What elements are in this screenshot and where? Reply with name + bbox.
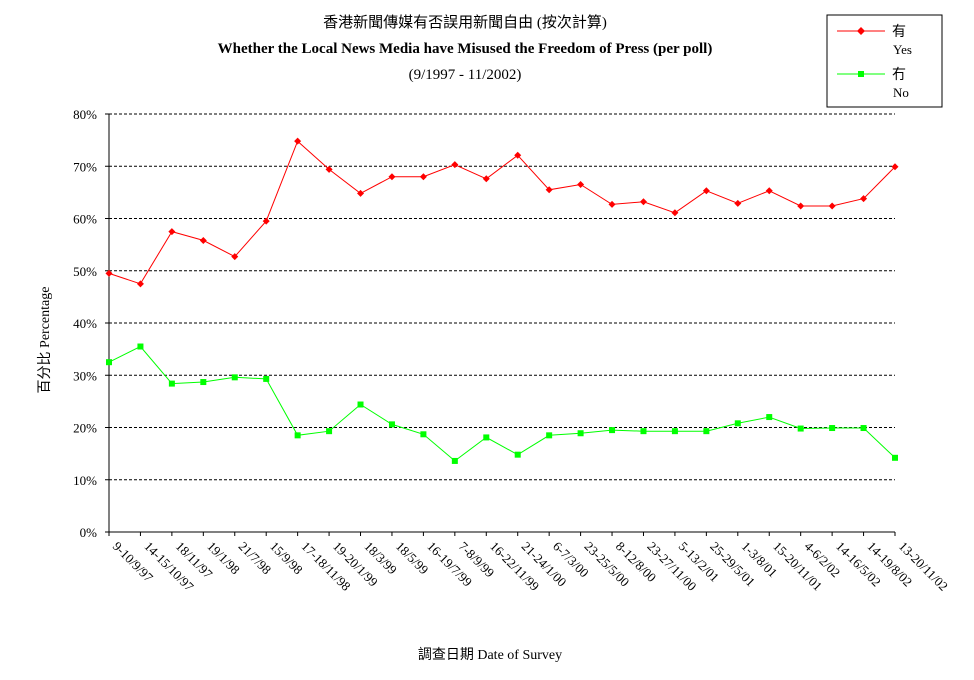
legend-yes-marker — [857, 27, 865, 35]
data-point-yes — [608, 200, 616, 208]
data-point-yes — [797, 202, 805, 210]
data-point-no — [483, 434, 490, 441]
data-point-no — [577, 430, 584, 437]
x-tick-label: 21/7/98 — [236, 539, 275, 578]
data-point-yes — [168, 228, 176, 236]
data-point-yes — [105, 269, 113, 277]
data-point-yes — [482, 175, 490, 183]
data-point-no — [420, 431, 427, 438]
y-tick-label: 70% — [73, 159, 97, 174]
data-point-yes — [734, 199, 742, 207]
data-point-yes — [325, 165, 333, 173]
data-point-yes — [231, 253, 239, 261]
data-point-yes — [451, 161, 459, 169]
data-point-no — [137, 343, 144, 350]
data-point-no — [294, 432, 301, 439]
data-point-no — [200, 379, 207, 386]
data-point-no — [734, 420, 741, 427]
x-tick-label: 18/5/99 — [393, 539, 432, 578]
data-point-yes — [577, 181, 585, 189]
y-axis-label: 百分比 Percentage — [37, 287, 53, 394]
series-lines — [105, 137, 899, 464]
y-tick-label: 60% — [73, 212, 97, 227]
data-point-no — [546, 432, 553, 439]
data-point-yes — [765, 187, 773, 195]
data-point-no — [671, 428, 678, 435]
y-tick-label: 0% — [80, 525, 98, 540]
data-point-yes — [262, 217, 270, 225]
axes — [105, 113, 896, 536]
data-point-no — [892, 454, 898, 461]
legend-no-label: 冇 — [892, 67, 906, 83]
y-tick-label: 10% — [73, 473, 97, 488]
data-point-yes — [639, 198, 647, 206]
data-point-no — [451, 457, 458, 464]
legend-no-marker — [858, 71, 864, 77]
data-point-yes — [828, 202, 836, 210]
data-point-no — [860, 425, 867, 432]
x-axis-label: 調查日期 Date of Survey — [418, 647, 562, 663]
legend: 有 Yes 冇 No — [826, 14, 943, 108]
y-tick-label: 50% — [73, 264, 97, 279]
data-point-yes — [860, 195, 868, 203]
data-point-yes — [199, 236, 207, 244]
chart-date-range: (9/1997 - 11/2002) — [409, 67, 522, 83]
x-tick-labels: 9-10/9/9714-15/10/9718/11/9719/1/9821/7/… — [110, 539, 951, 595]
gridlines — [109, 113, 895, 481]
data-point-no — [106, 359, 112, 366]
data-point-no — [797, 425, 804, 432]
data-point-no — [388, 421, 395, 428]
data-point-no — [263, 375, 270, 382]
chart-title: 香港新聞傳媒有否誤用新聞自由 (按次計算) — [323, 13, 607, 31]
data-point-no — [766, 414, 773, 421]
data-point-yes — [388, 173, 396, 181]
data-point-no — [640, 428, 647, 435]
y-tick-label: 40% — [73, 316, 97, 331]
legend-no-label-en: No — [893, 85, 909, 100]
y-tick-label: 20% — [73, 421, 97, 436]
legend-yes-label-en: Yes — [893, 42, 912, 57]
data-point-yes — [136, 280, 144, 288]
data-point-yes — [671, 209, 679, 217]
series-line-yes — [108, 140, 896, 285]
data-point-no — [829, 425, 836, 432]
legend-yes-label: 有 — [892, 24, 906, 40]
data-point-yes — [891, 163, 899, 171]
data-point-no — [609, 427, 616, 434]
y-tick-label: 80% — [73, 107, 97, 122]
legend-box — [826, 14, 943, 108]
data-point-yes — [419, 173, 427, 181]
y-tick-labels: 0% 10% 20% 30% 40% 50% 60% 70% 80% — [73, 107, 97, 540]
data-point-yes — [514, 151, 522, 159]
data-point-no — [326, 428, 333, 435]
data-point-no — [168, 380, 175, 387]
series-line-no — [108, 345, 896, 462]
data-point-yes — [357, 189, 365, 197]
x-tick-label: 15/9/98 — [267, 539, 306, 578]
data-point-no — [703, 428, 710, 435]
data-point-yes — [545, 186, 553, 194]
data-point-yes — [294, 137, 302, 145]
data-point-no — [231, 374, 238, 381]
data-point-yes — [702, 187, 710, 195]
y-tick-label: 30% — [73, 368, 97, 383]
data-point-no — [357, 401, 364, 408]
data-point-no — [514, 451, 521, 458]
chart-subtitle: Whether the Local News Media have Misuse… — [218, 41, 713, 57]
